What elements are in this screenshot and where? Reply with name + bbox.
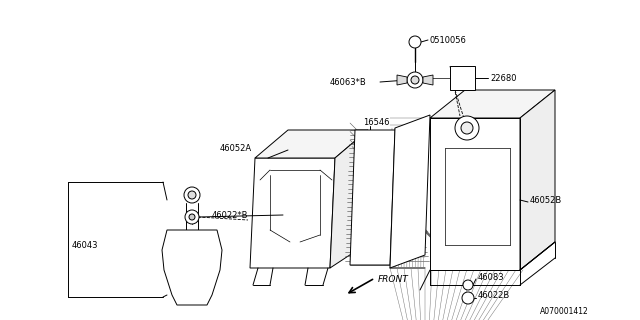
Circle shape <box>411 76 419 84</box>
Circle shape <box>189 214 195 220</box>
Polygon shape <box>520 90 555 270</box>
Polygon shape <box>330 130 368 268</box>
Polygon shape <box>397 75 407 85</box>
Text: 0510056: 0510056 <box>430 36 467 44</box>
Text: FRONT: FRONT <box>378 276 409 284</box>
Text: 46083: 46083 <box>478 273 504 282</box>
Polygon shape <box>430 118 520 270</box>
Text: 46052B: 46052B <box>530 196 563 204</box>
Circle shape <box>184 187 200 203</box>
Polygon shape <box>255 130 368 158</box>
Polygon shape <box>350 130 395 265</box>
Polygon shape <box>250 158 335 268</box>
Circle shape <box>409 36 421 48</box>
Text: 16546: 16546 <box>363 117 390 126</box>
Circle shape <box>188 191 196 199</box>
Polygon shape <box>430 90 555 118</box>
Text: 46022*B: 46022*B <box>212 211 248 220</box>
Text: 22680: 22680 <box>490 74 516 83</box>
Polygon shape <box>423 75 433 85</box>
Circle shape <box>461 122 473 134</box>
Text: 46043: 46043 <box>72 241 99 250</box>
Polygon shape <box>162 230 222 305</box>
Circle shape <box>455 116 479 140</box>
Circle shape <box>462 292 474 304</box>
Circle shape <box>185 210 199 224</box>
Text: 46052A: 46052A <box>220 143 252 153</box>
Circle shape <box>463 280 473 290</box>
Text: A070001412: A070001412 <box>540 308 589 316</box>
Circle shape <box>407 72 423 88</box>
Text: 46022B: 46022B <box>478 292 510 300</box>
Polygon shape <box>390 115 430 268</box>
Text: 46063*B: 46063*B <box>330 77 367 86</box>
Polygon shape <box>450 66 475 90</box>
